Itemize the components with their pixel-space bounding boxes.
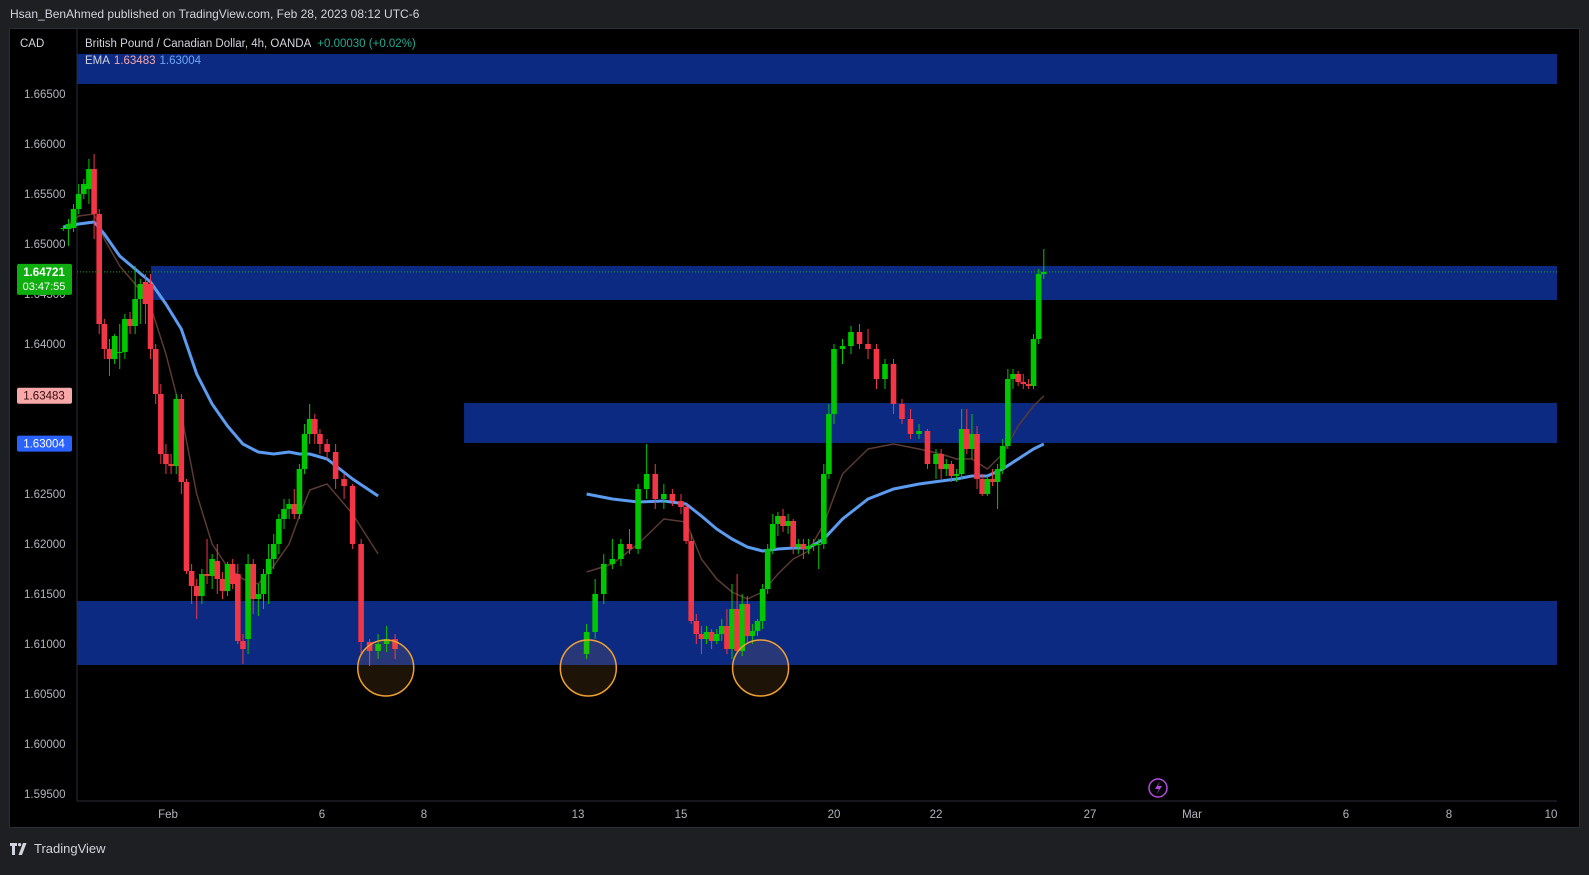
currency-label: CAD: [20, 38, 45, 50]
tradingview-brand[interactable]: TradingView: [34, 841, 106, 856]
chart-legend: British Pound / Canadian Dollar, 4h, OAN…: [85, 36, 416, 70]
ema-slow-value: 1.63004: [159, 55, 202, 67]
price-change: +0.00030 (+0.02%): [317, 38, 416, 50]
footer: TradingView: [0, 834, 1589, 864]
tradingview-logo-icon[interactable]: [10, 843, 28, 855]
ema-fast-value: 1.63483: [113, 55, 156, 67]
legend-row-ema: EMA 1.63483 1.63004: [85, 53, 416, 70]
legend-row-instrument: British Pound / Canadian Dollar, 4h, OAN…: [85, 36, 416, 53]
instrument-title[interactable]: British Pound / Canadian Dollar, 4h, OAN…: [85, 38, 312, 50]
publisher-header: Hsan_BenAhmed published on TradingView.c…: [10, 7, 420, 21]
chart-panel[interactable]: [9, 28, 1580, 828]
ema-indicator-label[interactable]: EMA: [85, 55, 110, 67]
